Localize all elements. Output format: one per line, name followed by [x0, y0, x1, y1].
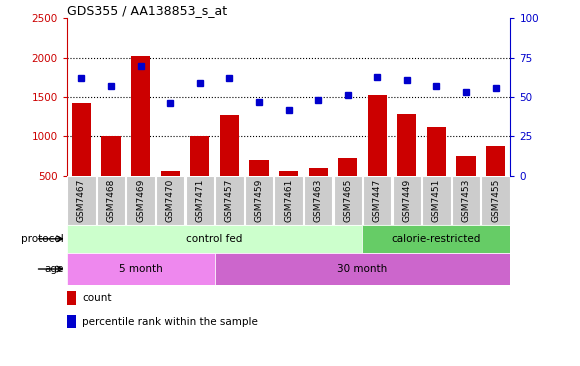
- Text: GSM7449: GSM7449: [403, 179, 411, 222]
- Bar: [161, 171, 180, 215]
- Bar: [456, 156, 476, 215]
- Bar: [249, 160, 269, 215]
- Bar: [190, 135, 209, 215]
- Bar: [397, 113, 416, 215]
- FancyBboxPatch shape: [363, 176, 392, 225]
- Text: GSM7461: GSM7461: [284, 179, 293, 222]
- FancyBboxPatch shape: [452, 176, 480, 225]
- FancyBboxPatch shape: [67, 225, 362, 253]
- Text: age: age: [45, 264, 64, 274]
- Bar: [427, 127, 446, 215]
- Text: GSM7457: GSM7457: [225, 179, 234, 222]
- Text: GSM7463: GSM7463: [314, 179, 322, 222]
- Text: GSM7465: GSM7465: [343, 179, 352, 222]
- FancyBboxPatch shape: [422, 176, 451, 225]
- FancyBboxPatch shape: [97, 176, 125, 225]
- Bar: [309, 168, 328, 215]
- Text: GSM7470: GSM7470: [166, 179, 175, 222]
- Text: protocol: protocol: [21, 234, 64, 244]
- Text: count: count: [82, 293, 112, 303]
- FancyBboxPatch shape: [156, 176, 184, 225]
- FancyBboxPatch shape: [393, 176, 421, 225]
- Bar: [67, 291, 77, 305]
- Bar: [220, 115, 239, 215]
- Bar: [338, 158, 357, 215]
- Text: GSM7455: GSM7455: [491, 179, 500, 222]
- FancyBboxPatch shape: [362, 225, 510, 253]
- FancyBboxPatch shape: [304, 176, 332, 225]
- Text: 30 month: 30 month: [338, 264, 387, 274]
- Text: GSM7467: GSM7467: [77, 179, 86, 222]
- FancyBboxPatch shape: [215, 176, 244, 225]
- Text: 5 month: 5 month: [119, 264, 162, 274]
- Text: GSM7453: GSM7453: [462, 179, 470, 222]
- FancyBboxPatch shape: [126, 176, 155, 225]
- FancyBboxPatch shape: [67, 176, 96, 225]
- Text: GSM7451: GSM7451: [432, 179, 441, 222]
- FancyBboxPatch shape: [481, 176, 510, 225]
- Text: GSM7469: GSM7469: [136, 179, 145, 222]
- Bar: [368, 95, 387, 215]
- Text: GSM7471: GSM7471: [195, 179, 204, 222]
- Text: GDS355 / AA138853_s_at: GDS355 / AA138853_s_at: [67, 4, 227, 17]
- Text: percentile rank within the sample: percentile rank within the sample: [82, 317, 258, 326]
- Text: GSM7468: GSM7468: [107, 179, 115, 222]
- FancyBboxPatch shape: [274, 176, 303, 225]
- Text: control fed: control fed: [186, 234, 243, 244]
- Bar: [67, 315, 77, 328]
- FancyBboxPatch shape: [186, 176, 214, 225]
- FancyBboxPatch shape: [67, 253, 215, 285]
- Bar: [72, 103, 91, 215]
- Bar: [486, 146, 505, 215]
- Text: GSM7459: GSM7459: [255, 179, 263, 222]
- Bar: [102, 135, 121, 215]
- FancyBboxPatch shape: [334, 176, 362, 225]
- Bar: [279, 171, 298, 215]
- Text: GSM7447: GSM7447: [373, 179, 382, 222]
- FancyBboxPatch shape: [215, 253, 510, 285]
- Text: calorie-restricted: calorie-restricted: [392, 234, 481, 244]
- Bar: [131, 56, 150, 215]
- FancyBboxPatch shape: [245, 176, 273, 225]
